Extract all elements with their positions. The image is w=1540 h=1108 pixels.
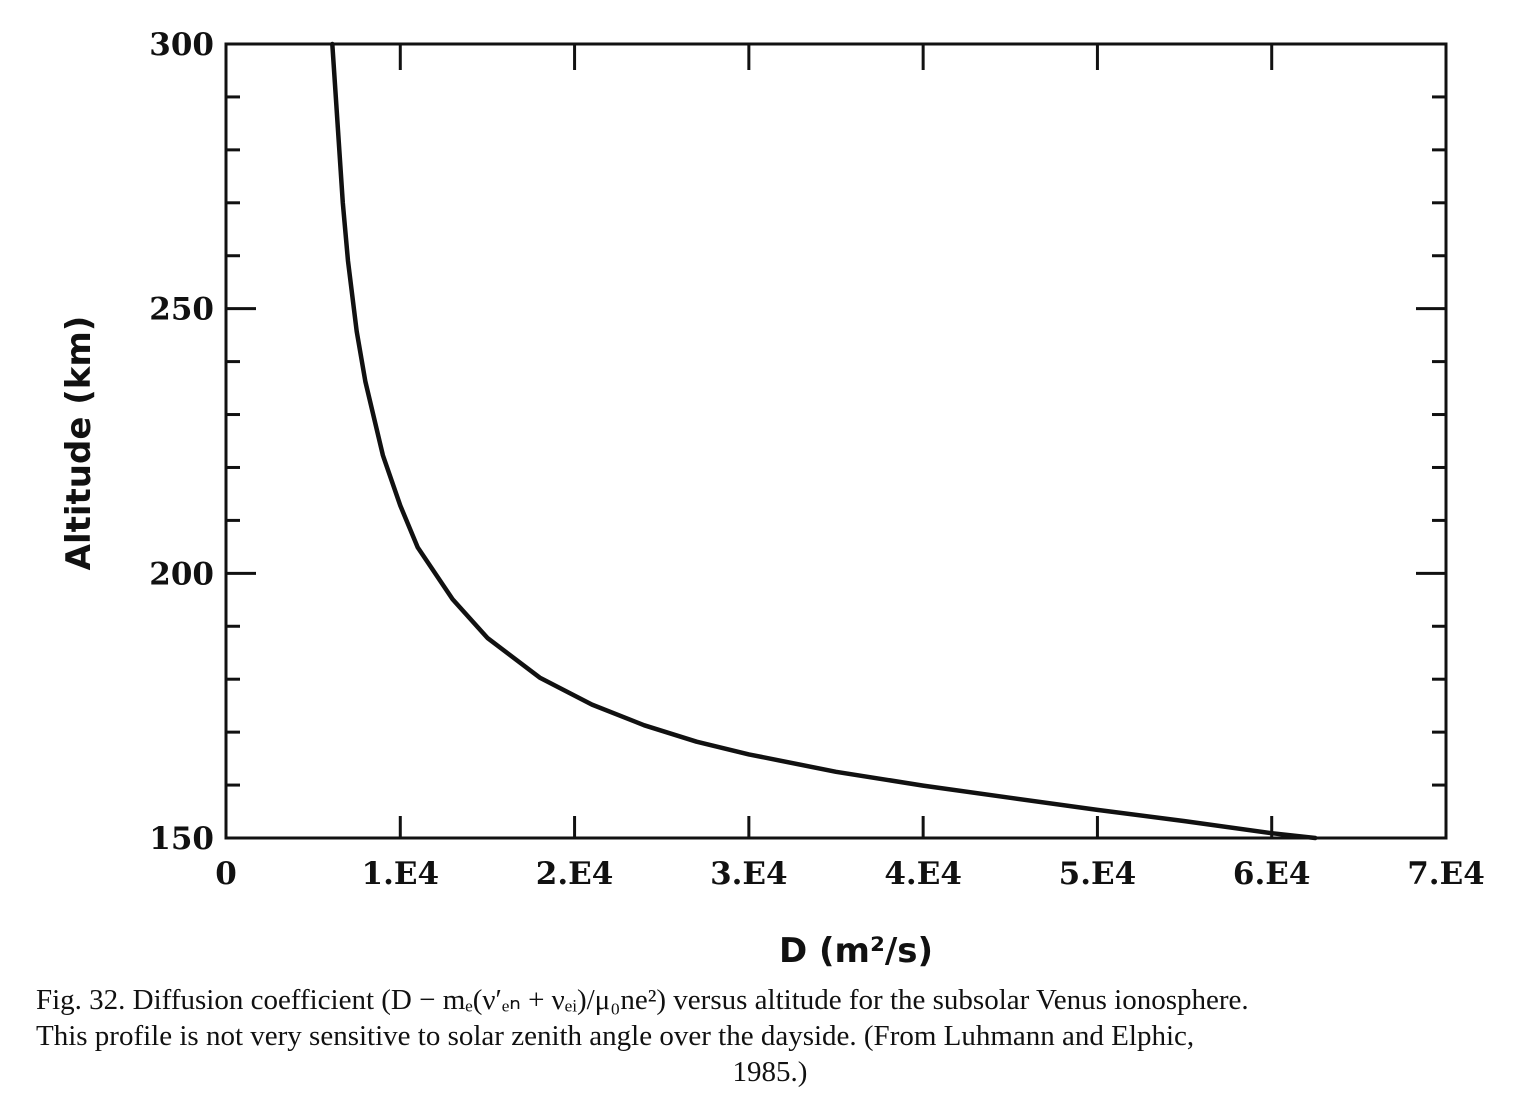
caption-line-2: This profile is not very sensitive to so… [36, 1020, 1195, 1052]
diffusion-coefficient-curve [330, 41, 1318, 841]
y-axis-label: Altitude (km) [59, 316, 99, 571]
x-tick-label: 2.E4 [536, 856, 614, 892]
x-tick-label: 0 [215, 856, 237, 892]
ticks [224, 42, 1448, 840]
x-axis-label: D (m²/s) [779, 931, 933, 971]
x-tick-label: 5.E4 [1059, 856, 1137, 892]
chart: 0 1.E4 2.E4 3.E4 4.E4 5.E4 6.E4 7.E4 150 200 250 30… [59, 27, 1485, 971]
y-tick-label: 300 [149, 27, 214, 63]
tick-labels: 0 1.E4 2.E4 3.E4 4.E4 5.E4 6.E4 7.E4 150 200 250 30… [149, 27, 1485, 892]
y-tick-label: 150 [149, 821, 214, 857]
plot-frame [224, 42, 1448, 840]
x-tick-label: 3.E4 [710, 856, 788, 892]
caption-line-3: 1985.) [732, 1056, 808, 1088]
y-tick-label: 200 [149, 556, 214, 592]
figure-caption: Fig. 32. Diffusion coefficient (D − mₑ(ν… [36, 982, 1504, 1090]
x-tick-label: 6.E4 [1233, 856, 1311, 892]
x-tick-label: 4.E4 [884, 856, 962, 892]
caption-line-1: Fig. 32. Diffusion coefficient (D − mₑ(ν… [36, 984, 1249, 1016]
y-tick-label: 250 [149, 292, 214, 328]
x-tick-label: 1.E4 [362, 856, 440, 892]
x-tick-label: 7.E4 [1407, 856, 1485, 892]
